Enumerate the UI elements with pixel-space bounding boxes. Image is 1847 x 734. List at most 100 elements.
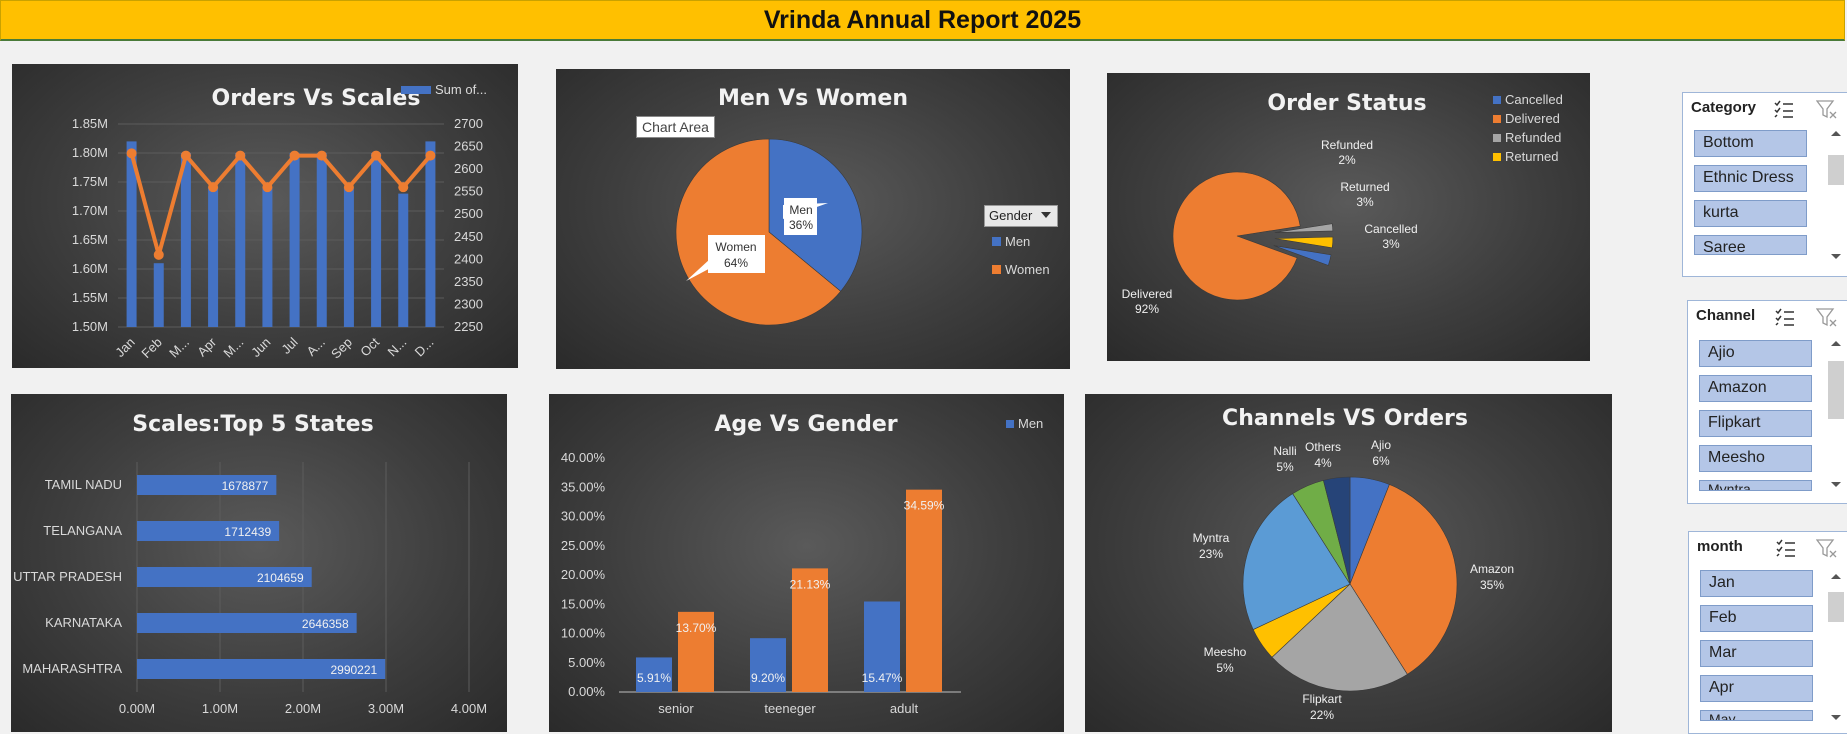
state-value-label: 1678877 — [222, 479, 269, 493]
clear-filter-icon[interactable] — [1816, 538, 1838, 558]
gender-filter-dropdown[interactable]: Gender — [984, 205, 1058, 227]
scroll-up-icon[interactable] — [1831, 341, 1841, 346]
left-tick-label: 1.70M — [72, 203, 108, 218]
month-tick-label: D... — [412, 335, 437, 360]
orders-point — [371, 150, 382, 161]
channel-item-ajio[interactable]: Ajio — [1699, 340, 1812, 367]
orders-line — [129, 152, 432, 257]
scroll-down-icon[interactable] — [1831, 715, 1841, 720]
clear-filter-icon[interactable] — [1816, 307, 1838, 327]
channel-label-name: Amazon — [1470, 562, 1514, 576]
month-item-mar[interactable]: Mar — [1700, 640, 1813, 667]
men-vs-women-chart[interactable]: Men Vs Women Men 36% Women 64% Men Women… — [556, 69, 1070, 369]
scroll-up-icon[interactable] — [1831, 131, 1841, 136]
month-item-feb[interactable]: Feb — [1700, 605, 1813, 632]
states-plot-area: 0.00M 1.00M 2.00M 3.00M 4.00M TAMIL NADU 16788… — [13, 462, 487, 716]
age-bar — [750, 638, 786, 692]
channel-slicer[interactable]: Channel Ajio Amazon Flipkart Meesho Mynt… — [1687, 300, 1847, 504]
multi-select-icon[interactable] — [1774, 307, 1796, 327]
category-scrollbar[interactable] — [1828, 131, 1844, 259]
channel-label-name: Ajio — [1371, 438, 1391, 452]
category-slicer-title: Category — [1691, 99, 1757, 116]
legend-label-cancelled: Cancelled — [1505, 92, 1563, 107]
state-bar — [137, 659, 386, 679]
men-vs-women-title: Men Vs Women — [718, 86, 908, 111]
age-category-label: senior — [658, 701, 694, 716]
month-tick-label: Apr — [194, 334, 219, 359]
scroll-down-icon[interactable] — [1831, 482, 1841, 487]
orders-vs-sales-title: Orders Vs Scales — [212, 86, 421, 111]
month-item-apr[interactable]: Apr — [1700, 675, 1813, 702]
channels-vs-orders-chart[interactable]: Channels VS Orders Ajio 6% Amazon 35% Flipka… — [1085, 394, 1612, 732]
top-states-chart[interactable]: Scales:Top 5 States 0.00M 1.00M 2.00M 3.00M… — [11, 394, 507, 732]
legend-swatch-refunded — [1493, 134, 1501, 142]
order-status-chart[interactable]: Order Status Cancelled Delivered Refunde… — [1107, 73, 1590, 361]
age-vs-gender-chart[interactable]: Age Vs Gender Men 40.00% 35.00% 30.00% 25.0… — [549, 394, 1064, 732]
age-value-label: 9.20% — [751, 671, 785, 685]
legend-swatch-sum — [401, 86, 431, 94]
month-tick-label: Jul — [278, 334, 300, 356]
state-bar — [137, 613, 357, 633]
orders-point — [398, 182, 409, 193]
right-tick-label: 2500 — [454, 206, 483, 221]
scroll-up-icon[interactable] — [1831, 574, 1841, 579]
month-tick-label: Feb — [138, 335, 164, 361]
orders-point — [126, 148, 137, 159]
legend-label-refunded: Refunded — [1505, 130, 1561, 145]
channel-item-meesho[interactable]: Meesho — [1699, 445, 1812, 472]
y-tick-label: 15.00% — [561, 596, 606, 611]
age-value-label: 21.13% — [790, 577, 831, 591]
month-tick-label: Oct — [357, 334, 382, 359]
orders-point — [316, 150, 327, 161]
cancelled-label-name: Cancelled — [1364, 222, 1417, 236]
channel-item-myntra[interactable]: Myntra — [1699, 480, 1812, 491]
gender-dropdown-label: Gender — [989, 208, 1033, 223]
month-tick-label: Sep — [328, 335, 355, 362]
month-slicer[interactable]: month Jan Feb Mar Apr May — [1688, 531, 1847, 734]
scroll-down-icon[interactable] — [1831, 254, 1841, 259]
clear-filter-icon[interactable] — [1816, 99, 1838, 119]
age-value-label: 5.91% — [637, 671, 671, 685]
multi-select-icon[interactable] — [1775, 538, 1797, 558]
category-item-kurta[interactable]: kurta — [1694, 200, 1807, 227]
multi-select-icon[interactable] — [1773, 99, 1795, 119]
pie-slice-women — [675, 138, 842, 326]
scroll-thumb[interactable] — [1828, 361, 1844, 419]
men-callout: Men 36% — [783, 198, 828, 235]
bar-sales — [180, 153, 191, 327]
category-item-saree[interactable]: Saree — [1694, 235, 1807, 255]
channel-scrollbar[interactable] — [1828, 341, 1844, 487]
month-item-may[interactable]: May — [1700, 710, 1813, 721]
channel-label-name: Others — [1305, 440, 1341, 454]
scroll-thumb[interactable] — [1828, 155, 1844, 185]
bar-sales — [425, 141, 436, 327]
pie-slice-delivered — [1172, 171, 1301, 301]
y-tick-label: 5.00% — [568, 655, 605, 670]
men-callout-pct: 36% — [789, 218, 813, 232]
state-label: KARNATAKA — [45, 615, 122, 630]
age-category-label: adult — [890, 701, 919, 716]
y-tick-label: 0.00% — [568, 684, 605, 699]
channels-vs-orders-title: Channels VS Orders — [1222, 406, 1468, 431]
scroll-thumb[interactable] — [1828, 592, 1844, 622]
left-tick-label: 1.65M — [72, 232, 108, 247]
orders-vs-sales-chart[interactable]: Orders Vs Scales Sum of... 1.85M 1.80M 1.7… — [12, 64, 518, 368]
bar-sales — [371, 153, 382, 327]
channel-label-pct: 4% — [1314, 456, 1332, 470]
channel-item-flipkart[interactable]: Flipkart — [1699, 410, 1812, 437]
legend-label-returned: Returned — [1505, 149, 1558, 164]
category-item-ethnic-dress[interactable]: Ethnic Dress — [1694, 165, 1807, 192]
report-title-bar[interactable]: Vrinda Annual Report 2025 — [0, 0, 1845, 41]
month-tick-label: N... — [384, 335, 409, 360]
y-tick-label: 35.00% — [561, 479, 606, 494]
x-tick-label: 1.00M — [202, 701, 238, 716]
right-tick-label: 2450 — [454, 229, 483, 244]
month-item-jan[interactable]: Jan — [1700, 570, 1813, 597]
channel-item-amazon[interactable]: Amazon — [1699, 375, 1812, 402]
delivered-label-pct: 92% — [1135, 302, 1159, 316]
category-slicer[interactable]: Category Bottom Ethnic Dress kurta Saree — [1682, 92, 1847, 277]
month-scrollbar[interactable] — [1828, 574, 1844, 720]
category-item-bottom[interactable]: Bottom — [1694, 130, 1807, 157]
orders-point — [343, 182, 354, 193]
left-tick-label: 1.85M — [72, 116, 108, 131]
